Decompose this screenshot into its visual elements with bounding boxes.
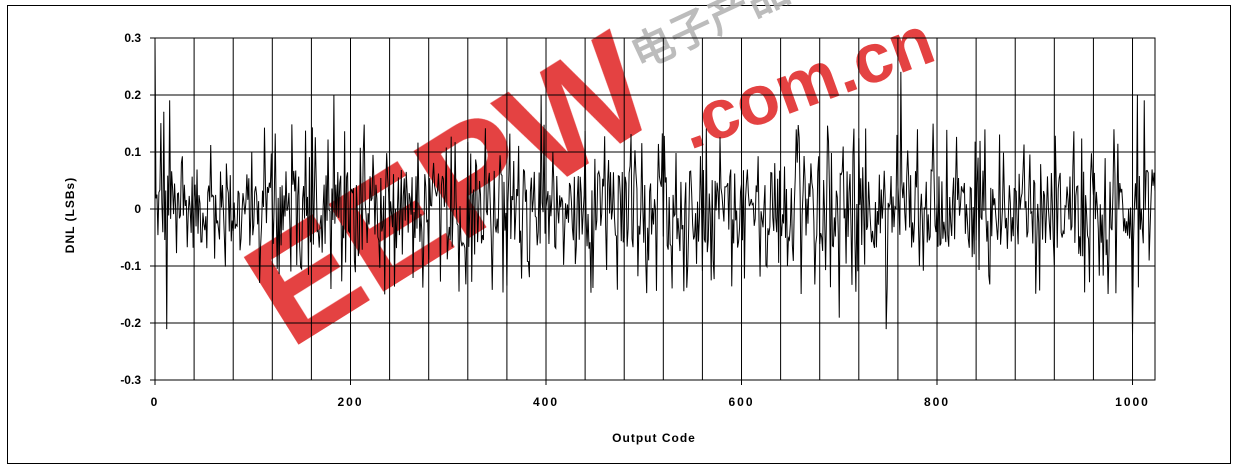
dnl-trace [154, 37, 1156, 335]
y-tick-label: -0.2 [120, 316, 141, 330]
x-axis-ticks: 0 200 400 600 800 1000 [151, 380, 1150, 409]
dnl-point [1143, 100, 1145, 102]
x-tick-label: 0 [151, 395, 160, 409]
x-tick-label: 400 [533, 395, 559, 409]
y-axis-ticks: 0.3 0.2 0.1 0 -0.1 -0.2 -0.3 [120, 31, 155, 387]
y-tick-label: -0.1 [120, 259, 141, 273]
dnl-point [838, 316, 840, 318]
grid-lines [155, 37, 1155, 381]
dnl-point [166, 328, 168, 330]
y-tick-label: -0.3 [120, 373, 141, 387]
y-tick-label: 0.1 [124, 145, 141, 159]
dnl-point [160, 123, 162, 124]
dnl-point [885, 328, 887, 330]
x-axis-title: Output Code [612, 431, 696, 445]
dnl-point [900, 71, 902, 73]
dnl-point [1136, 94, 1138, 96]
dnl-point [540, 94, 542, 96]
watermark-main: EEPW [218, 0, 682, 377]
x-tick-label: 600 [728, 395, 754, 409]
y-axis-title: DNL (LSBs) [63, 177, 77, 253]
dnl-point [169, 100, 171, 102]
x-tick-label: 200 [337, 395, 363, 409]
dnl-point [333, 94, 335, 96]
x-tick-label: 800 [924, 395, 950, 409]
y-tick-label: 0.2 [124, 88, 141, 102]
x-tick-label: 1000 [1115, 395, 1150, 409]
y-tick-label: 0.3 [124, 31, 141, 45]
dnl-point [1132, 333, 1134, 335]
dnl-point [163, 111, 165, 113]
chart-frame [7, 5, 1231, 464]
y-tick-label: 0 [134, 202, 141, 216]
